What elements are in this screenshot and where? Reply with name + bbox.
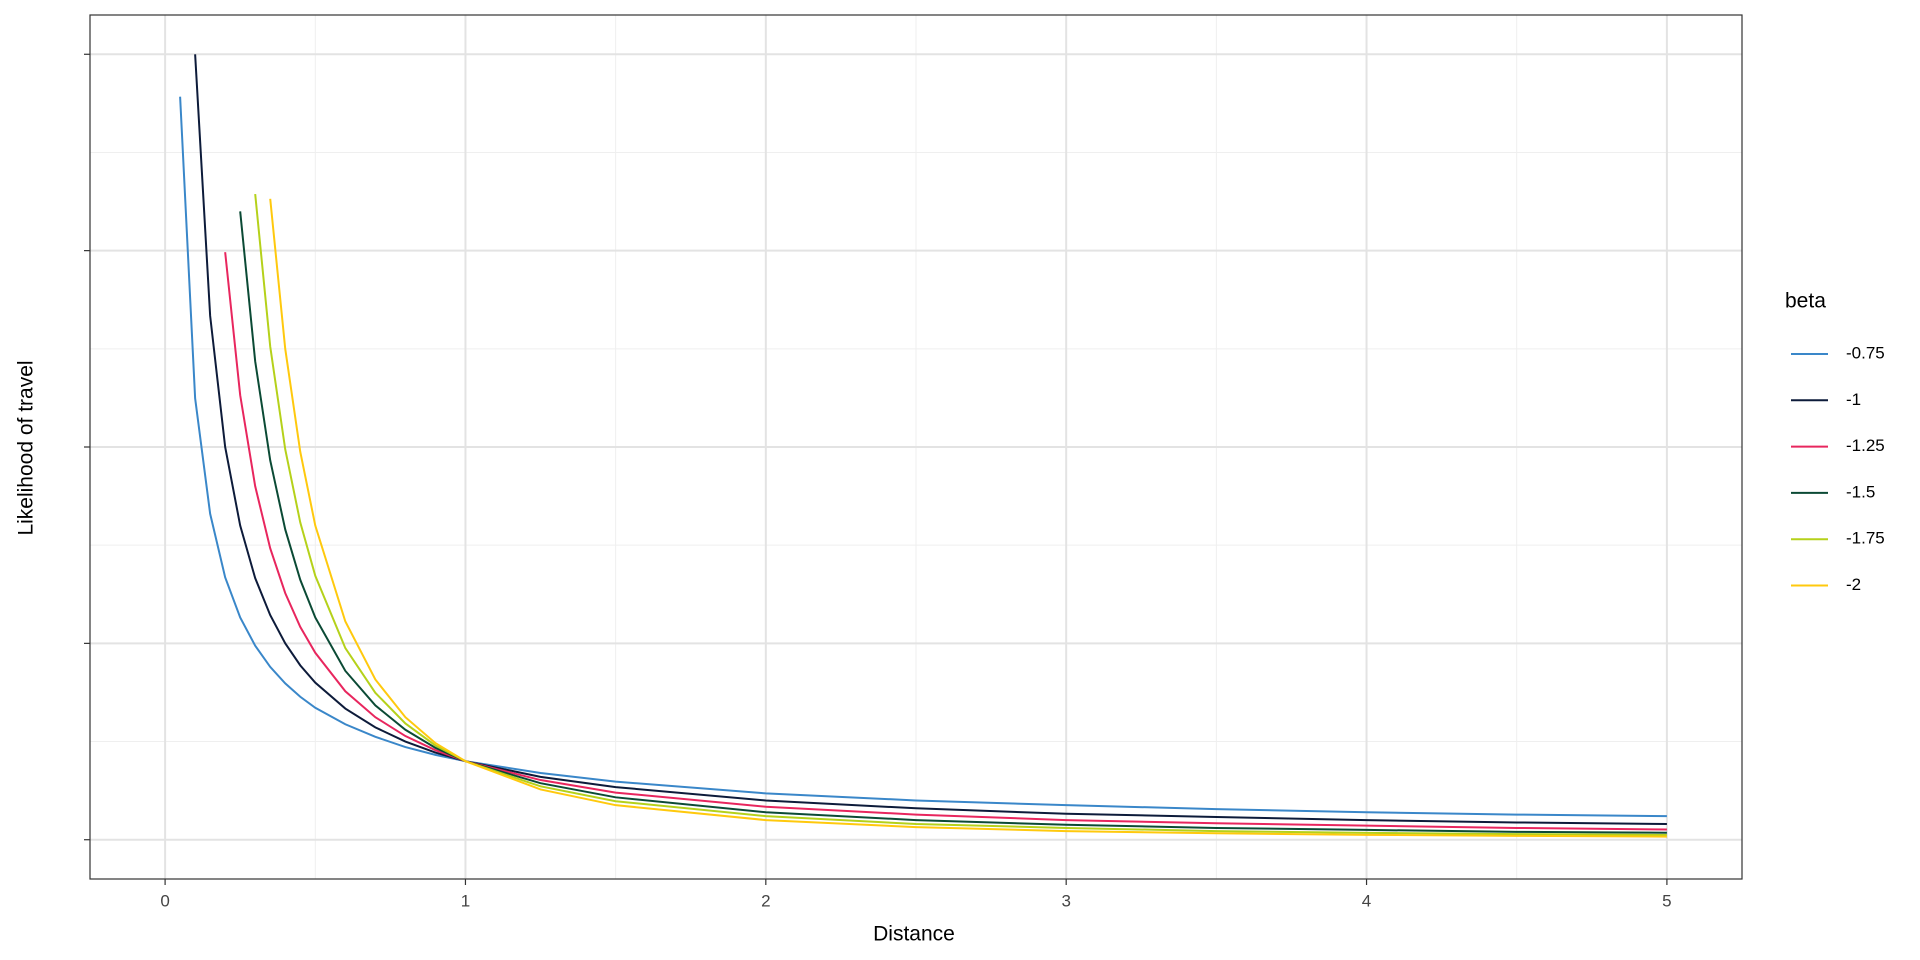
legend-label: -1.5 <box>1846 482 1875 501</box>
x-tick-label: 1 <box>461 891 470 910</box>
y-axis-title: Likelihood of travel <box>15 360 38 535</box>
legend-label: -1.75 <box>1846 529 1885 548</box>
x-tick-label: 4 <box>1362 891 1371 910</box>
line <box>179 96 1667 818</box>
x-tick-label: 3 <box>1061 891 1070 910</box>
x-tick-label: 0 <box>160 891 169 910</box>
line <box>254 193 1667 837</box>
x-axis-title: Distance <box>873 923 955 946</box>
x-tick-label: 5 <box>1662 891 1671 910</box>
x-tick-label: 2 <box>761 891 770 910</box>
plot-border <box>89 14 1743 880</box>
line <box>224 252 1667 831</box>
line <box>269 198 1667 838</box>
line <box>194 54 1667 826</box>
legend-title: beta <box>1785 290 1826 313</box>
legend-label: -1 <box>1846 390 1861 409</box>
legend-label: -2 <box>1846 575 1861 594</box>
line <box>239 211 1667 834</box>
legend-label: -1.25 <box>1846 436 1885 455</box>
legend-label: -0.75 <box>1846 343 1885 362</box>
